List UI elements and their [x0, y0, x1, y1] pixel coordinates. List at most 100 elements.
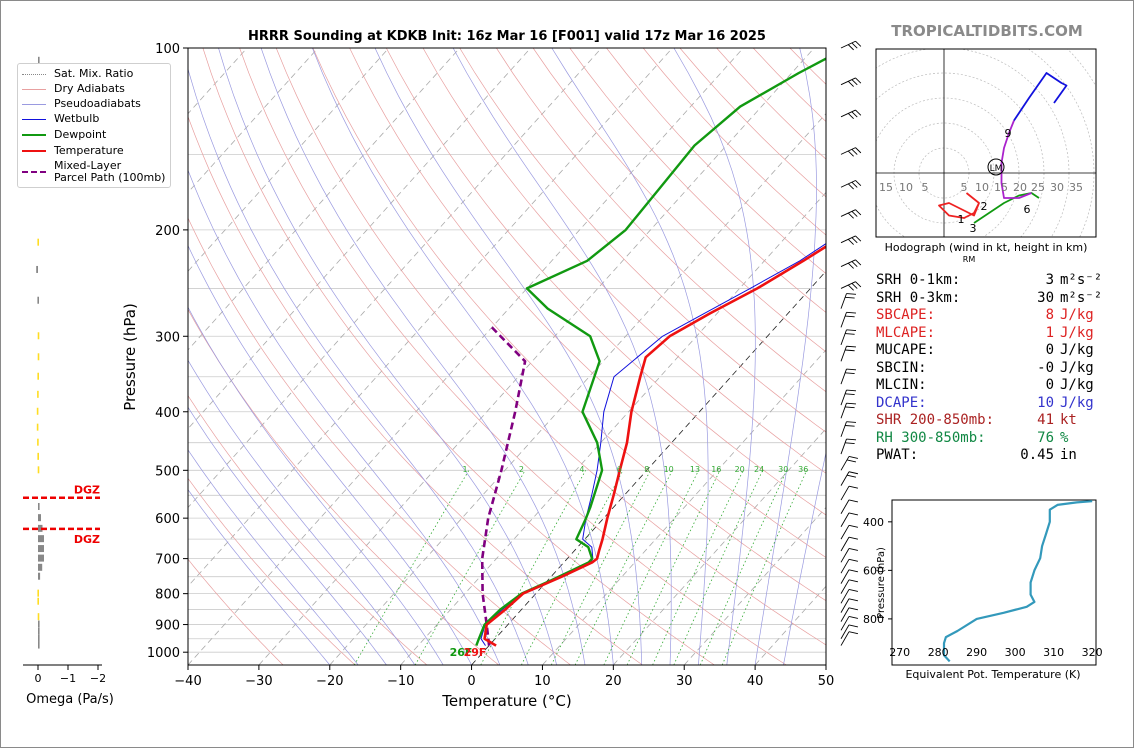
parameter-row: SBCIN: -0 J/kg	[876, 360, 1126, 378]
wind-barb	[840, 616, 850, 631]
dry-adiabat	[188, 115, 643, 665]
mixing-ratio-label: 16	[711, 465, 721, 474]
parameter-label: DCAPE:	[876, 394, 927, 411]
wind-barb	[840, 456, 850, 471]
wind-barb-flag	[848, 499, 859, 503]
wind-barb-flag	[847, 80, 854, 87]
isotherm	[188, 48, 744, 665]
wind-barb	[840, 607, 850, 622]
wind-barb-flag	[846, 474, 857, 478]
wind-barb	[840, 293, 847, 309]
legend-label: Wetbulb	[54, 112, 100, 125]
wind-barb-flag	[848, 524, 859, 528]
wind-barb	[840, 525, 850, 540]
wind-barb	[840, 624, 850, 639]
moist-adiabat	[551, 48, 709, 665]
wind-barb-flag	[845, 349, 855, 352]
legend-item: Pseudoadiabats	[22, 98, 141, 110]
legend: Sat. Mix. Ratio Dry Adiabats Pseudoadiabat…	[17, 63, 171, 188]
omega-bar	[38, 545, 44, 553]
hodo-ring-label: 10	[975, 181, 989, 194]
parameter-unit: J/kg	[1060, 342, 1094, 358]
y-tick-label: 1000	[147, 646, 180, 661]
wind-barb-flag	[851, 283, 858, 289]
left-mover-label: LM	[990, 164, 1003, 174]
x-tick-label: 20	[605, 674, 622, 689]
mixing-ratio-line	[353, 470, 470, 665]
wind-barb-flag	[855, 147, 862, 154]
wind-barb-flag	[846, 311, 857, 314]
hodo-ring-label: 25	[1031, 181, 1045, 194]
parameter-label: MLCIN:	[876, 377, 927, 393]
parameter-row: DCAPE: 10 J/kg	[876, 395, 1126, 413]
hodograph-title: Hodograph (wind in kt, height in km)	[885, 241, 1088, 254]
parameter-value: 41	[1037, 412, 1054, 428]
wind-barb-flag	[848, 558, 859, 562]
mixing-ratio-label: 24	[754, 465, 764, 474]
wind-barb	[840, 329, 847, 346]
thetae-ylabel: Pressure (hPa)	[876, 547, 887, 619]
isotherm	[471, 270, 826, 665]
legend-label: Mixed-Layer Parcel Path (100mb)	[54, 159, 166, 184]
wind-barb-flag	[848, 624, 859, 628]
y-tick-label: 600	[155, 512, 180, 527]
hodo-height-label: 6	[1024, 203, 1031, 216]
parameter-unit: kt	[1060, 412, 1077, 428]
thetae-x-tick-label: 320	[1082, 646, 1103, 659]
mixing-ratio-line	[550, 470, 651, 665]
wind-barb	[840, 589, 850, 604]
hodo-height-label: 2	[981, 200, 988, 213]
wind-barb-flag	[855, 40, 862, 47]
moist-adiabat	[188, 306, 444, 665]
dry-adiabat	[239, 48, 787, 665]
omega-bar	[38, 641, 40, 649]
temperature-line	[483, 245, 826, 647]
parameter-label: SHR 200-850mb:	[876, 412, 995, 428]
site-credit: TROPICALTIDBITS.COM	[891, 22, 1083, 40]
legend-label: Dry Adiabats	[54, 82, 125, 95]
hodo-ring-label: 30	[1050, 181, 1064, 194]
omega-xlabel: Omega (Pa/s)	[26, 692, 114, 707]
skewt-axes-frame	[187, 47, 827, 666]
parameter-value: 1	[1045, 324, 1054, 341]
wind-barb	[840, 499, 850, 514]
wind-barb-flag	[848, 598, 859, 602]
wind-barb-flag	[847, 183, 854, 190]
thetae-frame	[891, 499, 1097, 666]
parameter-value: 10	[1037, 394, 1054, 411]
moist-adiabat	[188, 359, 416, 665]
moist-adiabat	[188, 489, 331, 665]
hodo-height-label: 9	[1005, 127, 1012, 140]
mixing-ratio-label: 10	[664, 465, 674, 474]
wind-barb	[840, 536, 850, 552]
wind-barb-flag	[846, 459, 857, 463]
mixing-ratio-label: 4	[579, 465, 584, 474]
mixing-ratio-label: 13	[690, 465, 700, 474]
wind-barb-flag	[848, 607, 859, 611]
omega-bar	[36, 265, 38, 273]
omega-x-tick-label: −2	[90, 672, 106, 685]
omega-bar	[37, 238, 39, 246]
moist-adiabat	[783, 450, 826, 665]
parameter-row: SRH 0-1km: 3 m²s⁻²	[876, 272, 1126, 290]
parameter-label: SRH 0-3km:	[876, 289, 961, 306]
omega-bar	[38, 554, 44, 562]
y-tick-label: 500	[155, 464, 180, 479]
legend-item: Dewpoint	[22, 129, 106, 141]
moist-adiabat	[188, 449, 359, 665]
wind-barb-flag	[846, 389, 857, 392]
legend-label: Pseudoadiabats	[54, 97, 141, 110]
omega-bar	[37, 438, 39, 446]
wind-barb-flag	[847, 113, 854, 120]
wind-barb-flag	[848, 569, 859, 573]
skewt-plot-area	[188, 48, 826, 665]
dgz-label: DGZ	[74, 484, 100, 497]
dry-adiabat	[188, 477, 356, 665]
parameter-row: MLCIN: 0 J/kg	[876, 377, 1126, 395]
wind-barb-flag	[847, 150, 854, 157]
wind-barb	[840, 147, 856, 155]
wind-barb-flag	[846, 345, 857, 348]
parameter-value: 0	[1045, 342, 1054, 358]
parameter-label: MLCAPE:	[876, 324, 936, 341]
parameter-unit: J/kg	[1060, 307, 1094, 323]
